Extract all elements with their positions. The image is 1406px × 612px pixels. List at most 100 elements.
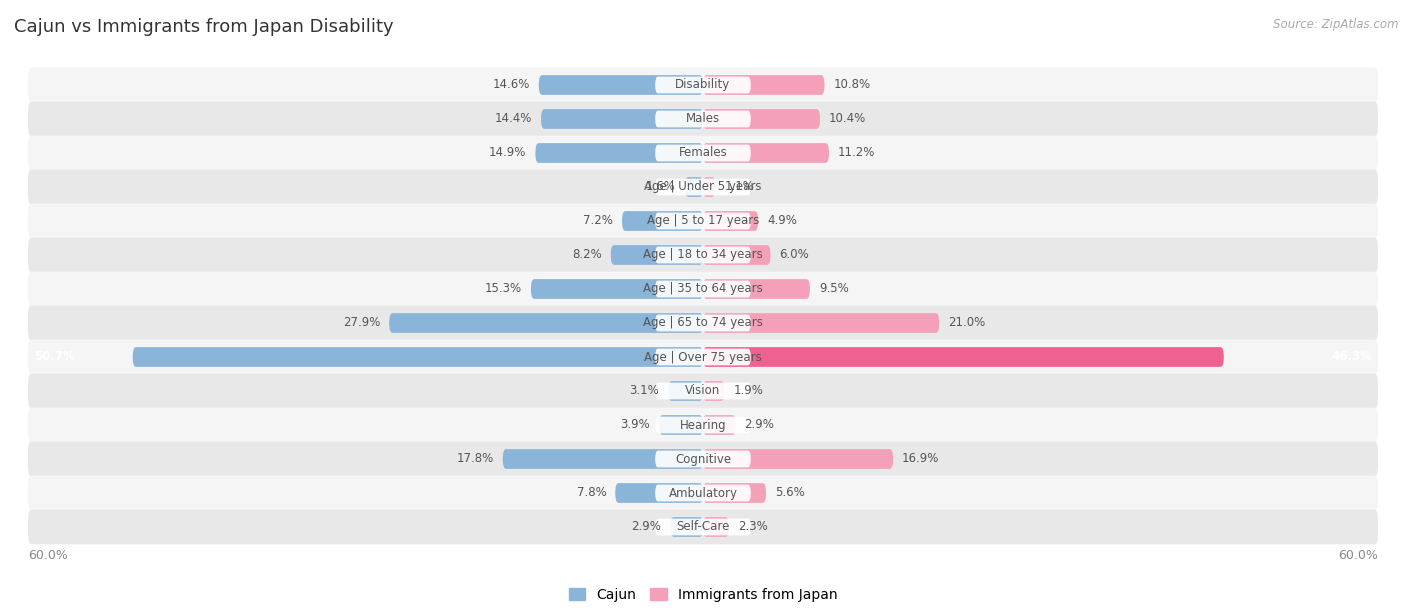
FancyBboxPatch shape — [655, 76, 751, 94]
Text: 3.1%: 3.1% — [630, 384, 659, 398]
Text: Cajun vs Immigrants from Japan Disability: Cajun vs Immigrants from Japan Disabilit… — [14, 18, 394, 36]
FancyBboxPatch shape — [389, 313, 703, 333]
FancyBboxPatch shape — [703, 109, 820, 129]
FancyBboxPatch shape — [668, 381, 703, 401]
FancyBboxPatch shape — [28, 272, 1378, 307]
FancyBboxPatch shape — [28, 340, 1378, 375]
Text: Cognitive: Cognitive — [675, 452, 731, 466]
FancyBboxPatch shape — [703, 245, 770, 265]
FancyBboxPatch shape — [621, 211, 703, 231]
FancyBboxPatch shape — [132, 347, 703, 367]
FancyBboxPatch shape — [655, 349, 751, 365]
Text: 10.8%: 10.8% — [834, 78, 870, 92]
Text: 2.9%: 2.9% — [745, 419, 775, 431]
FancyBboxPatch shape — [538, 75, 703, 95]
Text: Source: ZipAtlas.com: Source: ZipAtlas.com — [1274, 18, 1399, 31]
FancyBboxPatch shape — [655, 417, 751, 433]
FancyBboxPatch shape — [28, 102, 1378, 136]
Text: 21.0%: 21.0% — [948, 316, 986, 329]
FancyBboxPatch shape — [703, 517, 728, 537]
FancyBboxPatch shape — [655, 144, 751, 162]
Text: Age | 18 to 34 years: Age | 18 to 34 years — [643, 248, 763, 261]
Text: 6.0%: 6.0% — [779, 248, 810, 261]
Text: Females: Females — [679, 146, 727, 160]
FancyBboxPatch shape — [655, 247, 751, 263]
FancyBboxPatch shape — [703, 143, 830, 163]
FancyBboxPatch shape — [536, 143, 703, 163]
FancyBboxPatch shape — [703, 211, 758, 231]
Text: 17.8%: 17.8% — [457, 452, 494, 466]
Text: 3.9%: 3.9% — [620, 419, 650, 431]
FancyBboxPatch shape — [655, 518, 751, 536]
Text: 14.4%: 14.4% — [495, 113, 531, 125]
FancyBboxPatch shape — [616, 483, 703, 503]
FancyBboxPatch shape — [28, 170, 1378, 204]
FancyBboxPatch shape — [541, 109, 703, 129]
FancyBboxPatch shape — [655, 382, 751, 400]
Text: 10.4%: 10.4% — [830, 113, 866, 125]
Text: Age | Under 5 years: Age | Under 5 years — [644, 181, 762, 193]
FancyBboxPatch shape — [685, 177, 703, 197]
FancyBboxPatch shape — [28, 476, 1378, 510]
Text: Age | Over 75 years: Age | Over 75 years — [644, 351, 762, 364]
FancyBboxPatch shape — [28, 68, 1378, 102]
Text: 7.8%: 7.8% — [576, 487, 606, 499]
FancyBboxPatch shape — [703, 483, 766, 503]
FancyBboxPatch shape — [28, 237, 1378, 272]
FancyBboxPatch shape — [703, 75, 824, 95]
FancyBboxPatch shape — [503, 449, 703, 469]
FancyBboxPatch shape — [28, 136, 1378, 170]
FancyBboxPatch shape — [703, 415, 735, 435]
Text: 2.9%: 2.9% — [631, 520, 661, 534]
FancyBboxPatch shape — [610, 245, 703, 265]
Legend: Cajun, Immigrants from Japan: Cajun, Immigrants from Japan — [562, 583, 844, 608]
FancyBboxPatch shape — [655, 485, 751, 501]
FancyBboxPatch shape — [28, 305, 1378, 340]
Text: 46.3%: 46.3% — [1331, 351, 1372, 364]
Text: 15.3%: 15.3% — [485, 283, 522, 296]
FancyBboxPatch shape — [703, 449, 893, 469]
FancyBboxPatch shape — [655, 212, 751, 230]
Text: 60.0%: 60.0% — [1339, 549, 1378, 562]
Text: 2.3%: 2.3% — [738, 520, 768, 534]
FancyBboxPatch shape — [28, 374, 1378, 408]
Text: Age | 35 to 64 years: Age | 35 to 64 years — [643, 283, 763, 296]
Text: Ambulatory: Ambulatory — [668, 487, 738, 499]
Text: 50.7%: 50.7% — [34, 351, 75, 364]
Text: 9.5%: 9.5% — [818, 283, 849, 296]
Text: 8.2%: 8.2% — [572, 248, 602, 261]
Text: 14.6%: 14.6% — [492, 78, 530, 92]
FancyBboxPatch shape — [28, 204, 1378, 238]
Text: 11.2%: 11.2% — [838, 146, 876, 160]
Text: 60.0%: 60.0% — [28, 549, 67, 562]
Text: Age | 5 to 17 years: Age | 5 to 17 years — [647, 214, 759, 228]
FancyBboxPatch shape — [655, 111, 751, 127]
Text: 1.9%: 1.9% — [734, 384, 763, 398]
FancyBboxPatch shape — [28, 442, 1378, 476]
FancyBboxPatch shape — [531, 279, 703, 299]
Text: Males: Males — [686, 113, 720, 125]
FancyBboxPatch shape — [659, 415, 703, 435]
FancyBboxPatch shape — [703, 279, 810, 299]
FancyBboxPatch shape — [671, 517, 703, 537]
Text: 27.9%: 27.9% — [343, 316, 380, 329]
FancyBboxPatch shape — [655, 281, 751, 297]
Text: Vision: Vision — [685, 384, 721, 398]
FancyBboxPatch shape — [703, 381, 724, 401]
Text: 7.2%: 7.2% — [583, 214, 613, 228]
Text: Self-Care: Self-Care — [676, 520, 730, 534]
Text: 5.6%: 5.6% — [775, 487, 804, 499]
Text: 14.9%: 14.9% — [489, 146, 526, 160]
Text: 4.9%: 4.9% — [768, 214, 797, 228]
FancyBboxPatch shape — [703, 177, 716, 197]
Text: 1.1%: 1.1% — [724, 181, 754, 193]
FancyBboxPatch shape — [655, 315, 751, 331]
Text: Age | 65 to 74 years: Age | 65 to 74 years — [643, 316, 763, 329]
FancyBboxPatch shape — [703, 347, 1223, 367]
FancyBboxPatch shape — [28, 510, 1378, 544]
FancyBboxPatch shape — [655, 450, 751, 468]
FancyBboxPatch shape — [28, 408, 1378, 442]
FancyBboxPatch shape — [655, 179, 751, 195]
Text: Hearing: Hearing — [679, 419, 727, 431]
Text: Disability: Disability — [675, 78, 731, 92]
